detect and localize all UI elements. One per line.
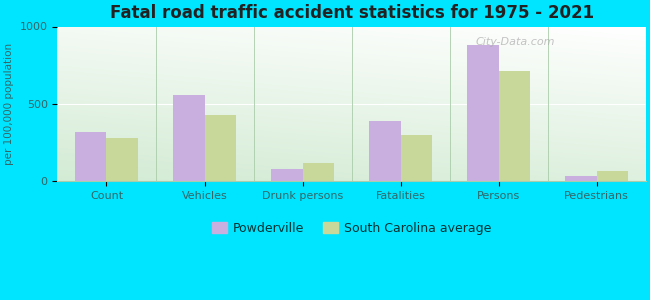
Bar	[205, 115, 236, 181]
Bar	[400, 136, 432, 181]
Bar	[566, 176, 597, 181]
Bar	[499, 71, 530, 181]
Bar	[467, 45, 499, 181]
Legend: Powderville, South Carolina average: Powderville, South Carolina average	[207, 217, 497, 240]
Bar	[173, 94, 205, 181]
Bar	[597, 171, 628, 181]
Text: City-Data.com: City-Data.com	[475, 37, 554, 47]
Bar	[303, 163, 334, 181]
Y-axis label: per 100,000 population: per 100,000 population	[4, 43, 14, 165]
Bar	[75, 132, 107, 181]
Bar	[369, 121, 400, 181]
Bar	[271, 169, 303, 181]
Title: Fatal road traffic accident statistics for 1975 - 2021: Fatal road traffic accident statistics f…	[110, 4, 593, 22]
Bar	[107, 138, 138, 181]
